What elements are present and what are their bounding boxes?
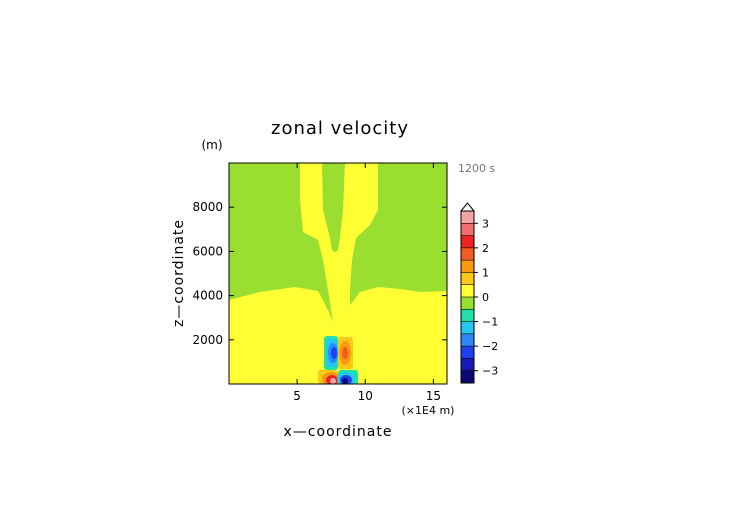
y-tick-label: 2000 xyxy=(192,333,223,347)
colorbar-tick-label: 0 xyxy=(482,291,489,304)
colorbar-tick-label: −2 xyxy=(482,340,498,353)
colorbar-swatch xyxy=(461,346,474,359)
x-tick-label: 10 xyxy=(358,389,373,403)
colorbar: 3 2 1 0 −1 −2 −3 xyxy=(459,202,498,384)
y-tick-label: 8000 xyxy=(192,200,223,214)
x-axis-label: x—coordinate xyxy=(284,424,393,440)
y-tick-label: 6000 xyxy=(192,244,223,258)
negative-core-surface xyxy=(337,370,358,384)
colorbar-swatch xyxy=(461,321,474,334)
colorbar-extend-arrow xyxy=(459,202,476,212)
colorbar-swatch xyxy=(461,247,474,261)
x-axis-ticks: 5 10 15 xyxy=(293,163,441,403)
plume-positive-region xyxy=(300,163,378,322)
colorbar-swatch xyxy=(461,260,474,273)
positive-core-upper xyxy=(338,337,353,369)
colorbar-tick-label: 2 xyxy=(482,242,489,255)
time-label: 1200 s xyxy=(458,162,495,175)
colorbar-swatch xyxy=(461,297,474,310)
colorbar-swatch xyxy=(461,309,474,322)
colorbar-swatch xyxy=(461,358,474,371)
colorbar-swatch xyxy=(461,370,474,383)
colorbar-tick-label: −1 xyxy=(482,316,498,329)
colorbar-swatch xyxy=(461,284,474,297)
colorbar-tick-label: 3 xyxy=(482,217,489,230)
colorbar-swatch xyxy=(461,333,474,347)
colorbar-tick-label: −3 xyxy=(482,365,498,378)
colorbar-swatch xyxy=(461,235,474,248)
y-axis-unit: (m) xyxy=(201,138,222,152)
low-level-positive-region xyxy=(229,287,447,384)
negative-core-upper xyxy=(324,336,338,370)
plume-gap-region xyxy=(334,163,338,251)
x-tick-label: 15 xyxy=(426,389,441,403)
chart-title: zonal velocity xyxy=(271,118,409,139)
plot-frame xyxy=(228,162,448,385)
colorbar-swatch xyxy=(461,211,474,224)
colorbar-tick-label: 1 xyxy=(482,266,489,279)
x-axis-unit: (×1E4 m) xyxy=(402,404,455,417)
y-axis-label: z—coordinate xyxy=(171,219,187,327)
y-axis-ticks: 2000 4000 6000 8000 xyxy=(192,200,447,347)
x-tick-label: 5 xyxy=(293,389,301,403)
contour-field xyxy=(229,163,447,384)
colorbar-swatch xyxy=(461,223,474,236)
y-tick-label: 4000 xyxy=(192,289,223,303)
colorbar-swatch xyxy=(461,272,474,285)
positive-core-surface xyxy=(318,370,340,384)
